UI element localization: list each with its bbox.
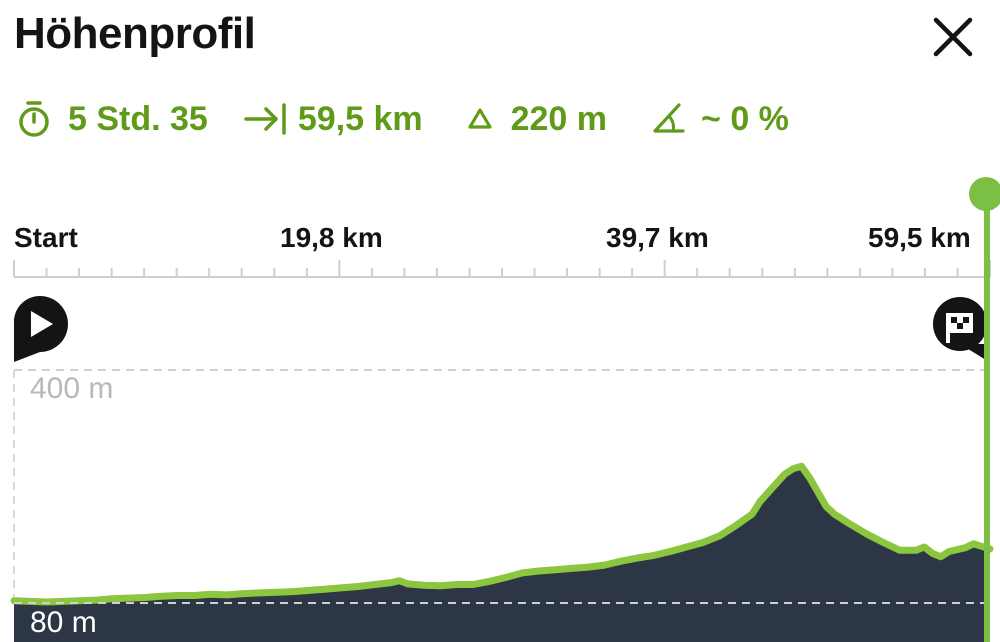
y-axis-label-bottom: 80 m	[30, 606, 97, 639]
ruler-label-59-5: 59,5 km	[868, 222, 971, 253]
close-button[interactable]	[928, 12, 978, 62]
duration-value: 5 Std. 35	[68, 99, 208, 138]
elevation-chart	[10, 295, 994, 642]
gradient-value: ~ 0 %	[701, 99, 789, 138]
ascent-stat: 220 m	[465, 100, 607, 139]
close-icon	[933, 17, 973, 57]
ruler-label-19-8: 19,8 km	[280, 222, 383, 253]
y-axis-label-top: 400 m	[30, 372, 114, 405]
distance-arrow-icon	[244, 103, 286, 135]
elevation-area	[14, 466, 990, 642]
start-marker[interactable]	[13, 295, 68, 362]
ascent-triangle-icon	[468, 108, 492, 129]
duration-stat: 5 Std. 35	[16, 99, 208, 139]
elevation-line	[10, 462, 994, 606]
ascent-value: 220 m	[510, 99, 608, 138]
distance-stat: 59,5 km	[244, 100, 423, 139]
route-stats: 5 Std. 35 59,5 km 220 m ~ 0 %	[16, 94, 789, 144]
finish-marker[interactable]	[933, 297, 987, 360]
ruler-label-start: Start	[14, 222, 78, 253]
distance-ruler	[13, 260, 991, 278]
finish-flag-marker-icon	[946, 313, 973, 343]
stopwatch-icon	[19, 101, 49, 137]
position-scrubber-handle[interactable]	[969, 177, 1000, 211]
gradient-stat: ~ 0 %	[649, 100, 789, 139]
ruler-label-39-7: 39,7 km	[606, 222, 709, 253]
play-marker-icon	[31, 311, 53, 337]
finish-pin-tail	[960, 344, 986, 360]
distance-value: 59,5 km	[297, 99, 423, 138]
ruler-ticks	[13, 260, 991, 277]
page-title: Höhenprofil	[14, 9, 256, 58]
gradient-angle-icon	[653, 103, 685, 133]
position-scrubber-line[interactable]	[984, 196, 990, 642]
